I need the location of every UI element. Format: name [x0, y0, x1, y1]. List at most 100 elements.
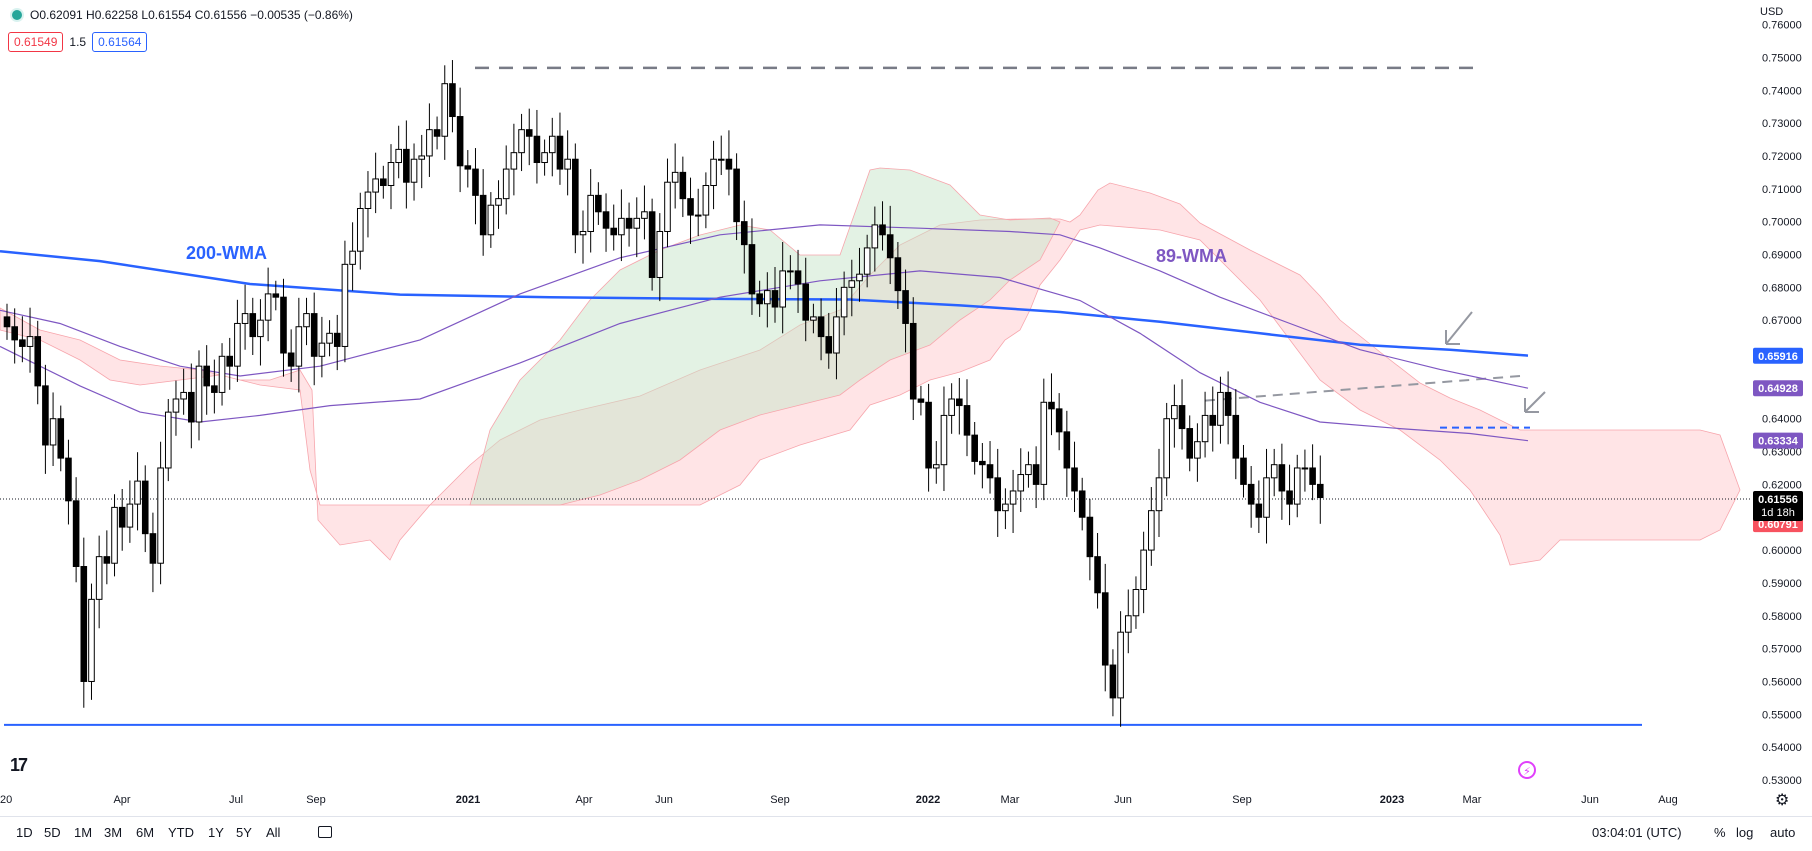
candle[interactable]	[1309, 444, 1316, 501]
candle[interactable]	[403, 120, 410, 209]
candle[interactable]	[433, 116, 441, 150]
candle[interactable]	[211, 359, 218, 414]
candle[interactable]	[733, 153, 740, 241]
candle[interactable]	[1278, 443, 1286, 520]
candle[interactable]	[1155, 448, 1163, 537]
candle[interactable]	[395, 125, 402, 179]
candle[interactable]	[802, 257, 810, 342]
tradingview-logo-icon[interactable]: 17	[10, 755, 28, 775]
candle[interactable]	[42, 364, 49, 474]
candle[interactable]	[932, 441, 940, 484]
candle[interactable]	[602, 193, 610, 252]
candle[interactable]	[1025, 451, 1032, 488]
candle[interactable]	[956, 377, 963, 435]
candle[interactable]	[1171, 384, 1178, 448]
candle[interactable]	[518, 113, 525, 172]
candle[interactable]	[971, 421, 978, 475]
period-button-1d[interactable]: 1D	[16, 825, 33, 840]
candle[interactable]	[648, 198, 656, 291]
candle[interactable]	[656, 213, 664, 302]
candle[interactable]	[702, 172, 710, 229]
candle[interactable]	[856, 247, 863, 302]
candle[interactable]	[1040, 378, 1048, 501]
sell-button[interactable]: 0.61549	[8, 32, 64, 52]
candle[interactable]	[1109, 649, 1117, 717]
candle[interactable]	[333, 314, 341, 371]
candle[interactable]	[479, 169, 487, 256]
candle[interactable]	[1201, 391, 1209, 458]
candle[interactable]	[118, 488, 126, 551]
candle[interactable]	[1163, 402, 1170, 497]
candle[interactable]	[80, 537, 88, 708]
candle[interactable]	[3, 303, 11, 340]
candle[interactable]	[57, 405, 65, 472]
candle[interactable]	[1224, 371, 1232, 445]
candle[interactable]	[1148, 487, 1155, 566]
candle[interactable]	[909, 297, 917, 421]
candle[interactable]	[633, 197, 641, 258]
period-button-1y[interactable]: 1Y	[208, 825, 224, 840]
candle[interactable]	[863, 234, 871, 288]
price-chart[interactable]: 200-WMA 89-WMA 0.76000 0.75000 0.74000 0.730…	[0, 0, 1812, 816]
candle[interactable]	[95, 535, 103, 629]
candle[interactable]	[34, 320, 42, 405]
candle[interactable]	[725, 130, 733, 196]
candle[interactable]	[963, 379, 971, 457]
candle[interactable]	[1178, 379, 1186, 450]
candle[interactable]	[717, 135, 725, 175]
candle[interactable]	[1071, 441, 1078, 512]
candle[interactable]	[226, 337, 234, 390]
candle[interactable]	[26, 307, 34, 373]
candle[interactable]	[1209, 386, 1217, 452]
candle[interactable]	[1240, 444, 1247, 498]
period-button-5y[interactable]: 5Y	[236, 825, 252, 840]
candle[interactable]	[1247, 466, 1255, 528]
candle[interactable]	[495, 180, 502, 229]
candle[interactable]	[318, 316, 326, 378]
candle[interactable]	[1101, 563, 1109, 692]
candle[interactable]	[940, 386, 948, 491]
candle[interactable]	[1032, 446, 1040, 509]
candle[interactable]	[418, 134, 426, 189]
candle[interactable]	[249, 297, 257, 355]
candle[interactable]	[272, 280, 280, 311]
candle[interactable]	[710, 140, 717, 210]
candle[interactable]	[925, 383, 932, 492]
candle[interactable]	[618, 189, 625, 262]
candle[interactable]	[111, 494, 118, 577]
candle[interactable]	[825, 312, 833, 369]
candle[interactable]	[441, 65, 449, 160]
candle[interactable]	[65, 439, 72, 525]
period-button-1m[interactable]: 1M	[74, 825, 93, 840]
candle[interactable]	[380, 165, 387, 199]
candle[interactable]	[103, 530, 111, 585]
candle[interactable]	[487, 192, 495, 248]
candle[interactable]	[679, 156, 687, 218]
candle[interactable]	[180, 368, 187, 415]
candle[interactable]	[1286, 464, 1293, 526]
candle[interactable]	[848, 259, 856, 317]
period-button-6m[interactable]: 6M	[136, 825, 155, 840]
candle[interactable]	[671, 143, 679, 209]
candle[interactable]	[11, 308, 18, 364]
candle[interactable]	[610, 204, 618, 251]
candle[interactable]	[241, 284, 249, 350]
candle[interactable]	[203, 345, 210, 415]
candle[interactable]	[195, 350, 203, 441]
candle[interactable]	[886, 205, 894, 285]
candle[interactable]	[556, 112, 564, 185]
candle[interactable]	[356, 192, 364, 270]
candle[interactable]	[410, 143, 418, 201]
trendline[interactable]	[1204, 375, 1521, 402]
candle[interactable]	[280, 278, 287, 377]
period-button-all[interactable]: All	[266, 825, 281, 840]
candle[interactable]	[1293, 454, 1301, 518]
candle[interactable]	[1217, 376, 1224, 444]
candle[interactable]	[625, 202, 633, 247]
candle[interactable]	[234, 299, 241, 382]
candle[interactable]	[533, 109, 541, 184]
candle[interactable]	[1002, 488, 1009, 530]
candle[interactable]	[188, 363, 195, 449]
candle[interactable]	[986, 441, 994, 494]
candle[interactable]	[287, 329, 295, 382]
